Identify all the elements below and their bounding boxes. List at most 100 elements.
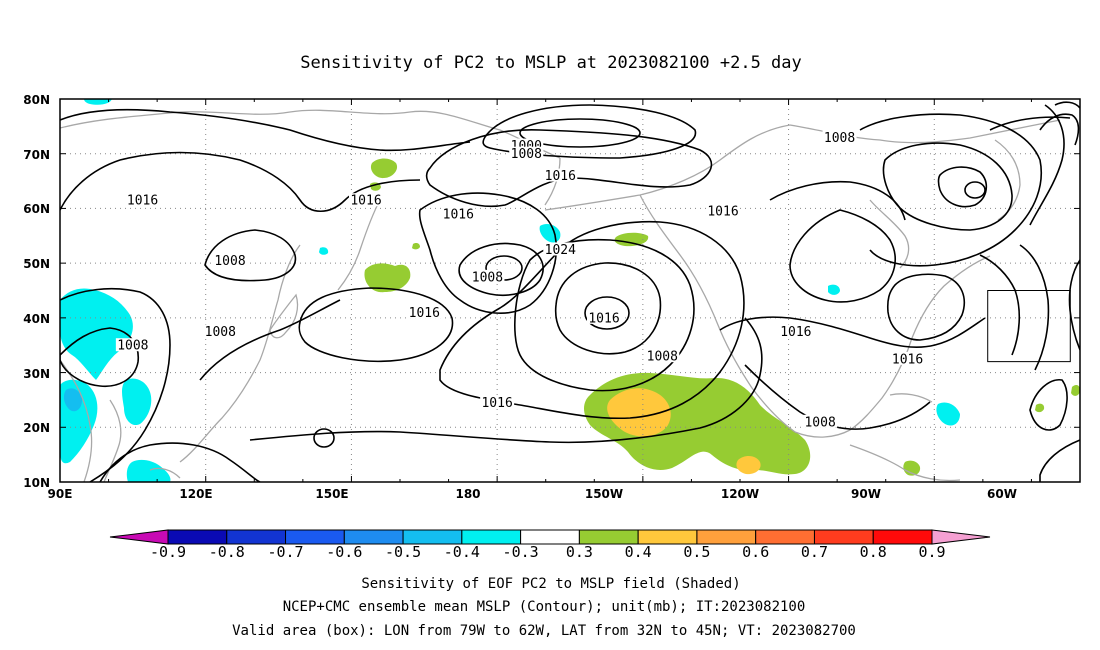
colorbar-label: -0.6 bbox=[326, 543, 362, 561]
contour-label-background bbox=[543, 242, 578, 256]
contour-1008-iceland bbox=[1039, 113, 1080, 146]
lon-tick-label: 150W bbox=[585, 487, 623, 501]
lat-tick-label: 50N bbox=[23, 257, 50, 271]
contour-label-background bbox=[115, 338, 150, 352]
colorbar-label: 0.3 bbox=[566, 543, 593, 561]
colorbar-cell bbox=[343, 529, 404, 545]
contour-1016-pacific-high bbox=[439, 220, 745, 420]
colorbar-label: -0.9 bbox=[150, 543, 186, 561]
contour-label-background bbox=[890, 351, 925, 365]
shading-region-gulf-alaska bbox=[614, 232, 649, 247]
colorbar-label: -0.3 bbox=[503, 543, 539, 561]
coastline-east-asia bbox=[179, 244, 301, 463]
colorbar-cell bbox=[696, 529, 757, 545]
contour-label: 1008 bbox=[117, 339, 148, 354]
contour-1008-subtropics bbox=[249, 317, 763, 444]
colorbar-cell bbox=[461, 529, 522, 545]
contour-1016-arctic bbox=[425, 129, 713, 208]
map-background bbox=[60, 99, 1080, 482]
contour-label-background bbox=[778, 324, 813, 338]
contour-1016-prairie bbox=[769, 180, 906, 221]
colorbar-cells bbox=[167, 529, 933, 545]
shading-region-south-china-sea bbox=[126, 459, 171, 482]
shading-region-india-north bbox=[60, 288, 133, 380]
shading-region-kamchatka bbox=[370, 158, 398, 179]
shading-region-bay-bengal bbox=[122, 378, 152, 426]
contour-1008-small-low bbox=[313, 428, 335, 448]
caption-valid-area: Valid area (box): LON from 79W to 62W, L… bbox=[232, 623, 856, 639]
coastline-alaska bbox=[544, 124, 791, 211]
colorbar-label: 0.4 bbox=[625, 543, 652, 561]
coastline-east-na bbox=[794, 255, 991, 438]
colorbar: -0.9 -0.8 -0.7 -0.6 -0.5 -0.4 -0.3 0.3 0.4 0.5 0.6… bbox=[109, 529, 991, 561]
colorbar-cell bbox=[226, 529, 287, 545]
colorbar-cell bbox=[755, 529, 815, 545]
contour-label: 1016 bbox=[481, 396, 512, 411]
contour-1000-canada bbox=[937, 166, 988, 208]
caption-contour: NCEP+CMC ensemble mean MSLP (Contour); u… bbox=[283, 599, 806, 615]
lat-tick-label: 60N bbox=[23, 202, 50, 216]
contour-1016-west-pacific bbox=[298, 287, 454, 363]
valid-area-box bbox=[987, 290, 1071, 363]
contour-label: 1016 bbox=[780, 325, 811, 340]
contour-label: 1008 bbox=[511, 147, 542, 162]
colorbar-label: -0.4 bbox=[444, 543, 480, 561]
shading-region-edge bbox=[1071, 384, 1080, 396]
coastline-west-na bbox=[639, 194, 796, 433]
colorbar-cell bbox=[402, 529, 463, 545]
coastline-india bbox=[60, 359, 93, 482]
colorbar-cell bbox=[813, 529, 874, 545]
contour-1016-atlantic-c bbox=[1029, 104, 1065, 226]
contour-1016-north-america bbox=[789, 209, 896, 303]
colorbar-label: 0.8 bbox=[860, 543, 887, 561]
coastline-central-america bbox=[849, 444, 961, 482]
contour-label: 1016 bbox=[127, 194, 158, 209]
colorbar-over-arrow bbox=[931, 529, 991, 545]
contour-992-canada bbox=[964, 181, 986, 199]
contour-label: 1008 bbox=[647, 350, 678, 365]
coastline-north-asia bbox=[60, 109, 561, 159]
colorbar-under-arrow bbox=[109, 529, 169, 545]
contour-label: 1008 bbox=[214, 254, 245, 269]
colorbar-label: -0.8 bbox=[209, 543, 245, 561]
contour-label: 1016 bbox=[588, 311, 619, 326]
contour-1016-canada-outer bbox=[859, 113, 1042, 267]
contour-label-background bbox=[543, 168, 578, 182]
contour-label: 1024 bbox=[545, 243, 576, 258]
contour-1016-east-coast bbox=[886, 273, 966, 341]
lat-tick-label: 30N bbox=[23, 367, 50, 381]
latitude-axis: 80N 70N 60N 50N 40N 30N 20N 10N bbox=[23, 93, 50, 490]
coastlines bbox=[60, 109, 1061, 482]
colorbar-label: 0.9 bbox=[918, 543, 945, 561]
contour-1008-bering bbox=[458, 242, 544, 296]
colorbar-cell bbox=[285, 529, 345, 545]
shading-region-india-core bbox=[63, 388, 83, 412]
shading-region-atlantic bbox=[1035, 403, 1045, 413]
positive-sensitivity-shading bbox=[364, 158, 1080, 476]
lon-tick-label: 120W bbox=[721, 487, 759, 501]
shading-region-sakhalin bbox=[364, 263, 411, 293]
contour-label: 1016 bbox=[350, 194, 381, 209]
figure-captions: Sensitivity of EOF PC2 to MSLP field (Sh… bbox=[232, 576, 856, 639]
lon-tick-label: 150E bbox=[315, 487, 348, 501]
contour-label-background bbox=[349, 193, 383, 207]
contour-label: 1008 bbox=[824, 131, 855, 146]
shading-region-atlantic-neg bbox=[936, 402, 960, 426]
contour-label-background bbox=[706, 204, 740, 218]
contour-1008-india bbox=[60, 327, 139, 387]
contour-1016-atlantic-d bbox=[1029, 379, 1068, 431]
contour-label-background bbox=[587, 310, 621, 324]
contour-1016-north-asia bbox=[60, 108, 471, 152]
negative-sensitivity-shading bbox=[60, 99, 960, 482]
contour-label-background bbox=[213, 253, 247, 267]
contour-label-background bbox=[480, 395, 515, 409]
contour-1012-atlantic bbox=[1039, 439, 1080, 482]
contour-label: 1008 bbox=[804, 415, 835, 430]
lon-tick-label: 90E bbox=[48, 487, 73, 501]
contour-label: 1016 bbox=[545, 169, 576, 184]
coastline-kamchatka bbox=[337, 199, 381, 291]
colorbar-label: -0.7 bbox=[267, 543, 303, 561]
shading-region-small-d bbox=[319, 247, 329, 255]
caption-shading: Sensitivity of EOF PC2 to MSLP field (Sh… bbox=[361, 576, 740, 592]
